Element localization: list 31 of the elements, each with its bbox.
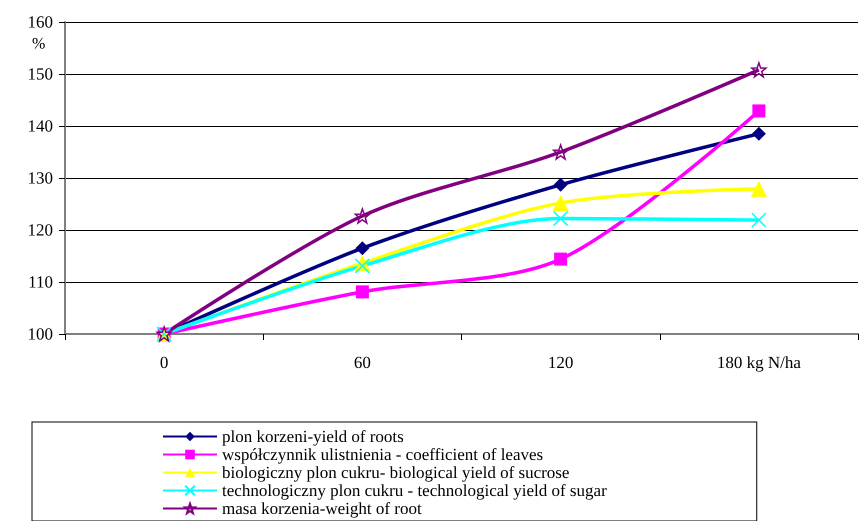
legend-label: technologiczny plon cukru - technological yield of sugar bbox=[222, 481, 608, 500]
point bbox=[554, 178, 568, 192]
x-tick-label: 60 bbox=[354, 353, 371, 372]
y-tick-label: 160 bbox=[28, 12, 53, 32]
y-tick-label: 130 bbox=[28, 168, 53, 188]
point bbox=[552, 144, 568, 160]
point bbox=[751, 62, 767, 78]
legend-label: biologiczny plon cukru- biological yield of sucrose bbox=[222, 463, 570, 482]
y-tick-label: 120 bbox=[28, 220, 53, 240]
x-tick-label: 120 bbox=[548, 353, 574, 372]
y-tick-label: 100 bbox=[28, 324, 53, 344]
x-tick-label: 180 kg N/ha bbox=[716, 353, 802, 372]
legend-label: masa korzenia-weight of root bbox=[222, 499, 422, 518]
point bbox=[354, 258, 370, 274]
point bbox=[750, 180, 767, 197]
y-axis-title: % bbox=[32, 36, 46, 52]
y-tick-label: 150 bbox=[28, 64, 53, 84]
point bbox=[751, 212, 767, 228]
point bbox=[752, 126, 766, 141]
point bbox=[552, 194, 569, 211]
y-tick-label: 140 bbox=[28, 116, 53, 136]
point bbox=[752, 104, 766, 118]
x-tick-label: 0 bbox=[160, 353, 168, 372]
legend-label: plon korzeni-yield of roots bbox=[222, 427, 404, 446]
point bbox=[552, 210, 568, 226]
legend-label: współczynnik ulistnienia - coefficient of leaves bbox=[222, 445, 544, 464]
point bbox=[356, 285, 369, 298]
point bbox=[554, 252, 568, 266]
y-tick-label: 110 bbox=[28, 272, 53, 292]
point bbox=[355, 241, 370, 256]
point bbox=[354, 208, 370, 224]
